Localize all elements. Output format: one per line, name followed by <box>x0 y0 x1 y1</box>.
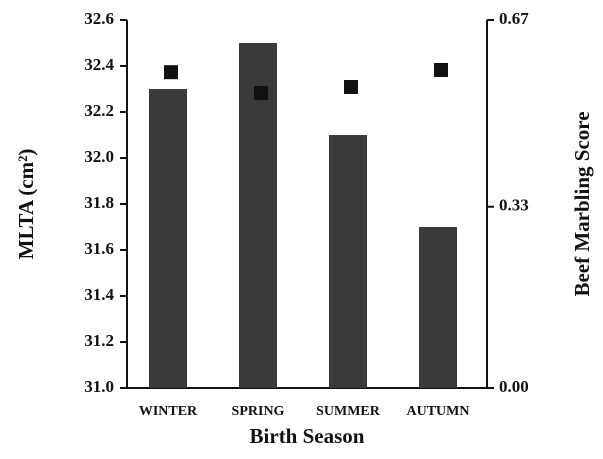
y-tick-label: 31.8 <box>84 193 114 212</box>
y2-axis-title: Beef Marbling Score <box>570 111 594 296</box>
marker <box>164 65 178 80</box>
y-tick-label: 31.0 <box>84 377 114 396</box>
y-tick-label: 31.4 <box>84 285 114 304</box>
x-tick-label: SPRING <box>232 404 285 419</box>
x-tick-label: SUMMER <box>316 404 381 419</box>
x-tick-label: WINTER <box>139 404 198 419</box>
marker <box>344 80 358 95</box>
y-tick-label: 31.2 <box>84 331 114 350</box>
y2-tick-label: 0.67 <box>499 9 529 28</box>
marker <box>434 62 448 77</box>
y-tick-label: 32.2 <box>84 101 114 120</box>
bar <box>419 227 457 388</box>
y-tick-label: 32.4 <box>84 55 114 74</box>
y-tick-label: 32.6 <box>84 9 114 28</box>
x-axis-title: Birth Season <box>250 424 365 448</box>
bar <box>149 89 187 388</box>
bar <box>329 135 367 388</box>
marker <box>254 86 268 101</box>
y-tick-label: 32.0 <box>84 147 114 166</box>
y2-tick-label: 0.33 <box>499 196 529 215</box>
x-tick-label: AUTUMN <box>407 404 470 419</box>
y-tick-label: 31.6 <box>84 239 114 258</box>
y2-tick-label: 0.00 <box>499 377 529 396</box>
y-axis-title: MLTA (cm²) <box>14 149 38 260</box>
bar <box>239 43 277 388</box>
